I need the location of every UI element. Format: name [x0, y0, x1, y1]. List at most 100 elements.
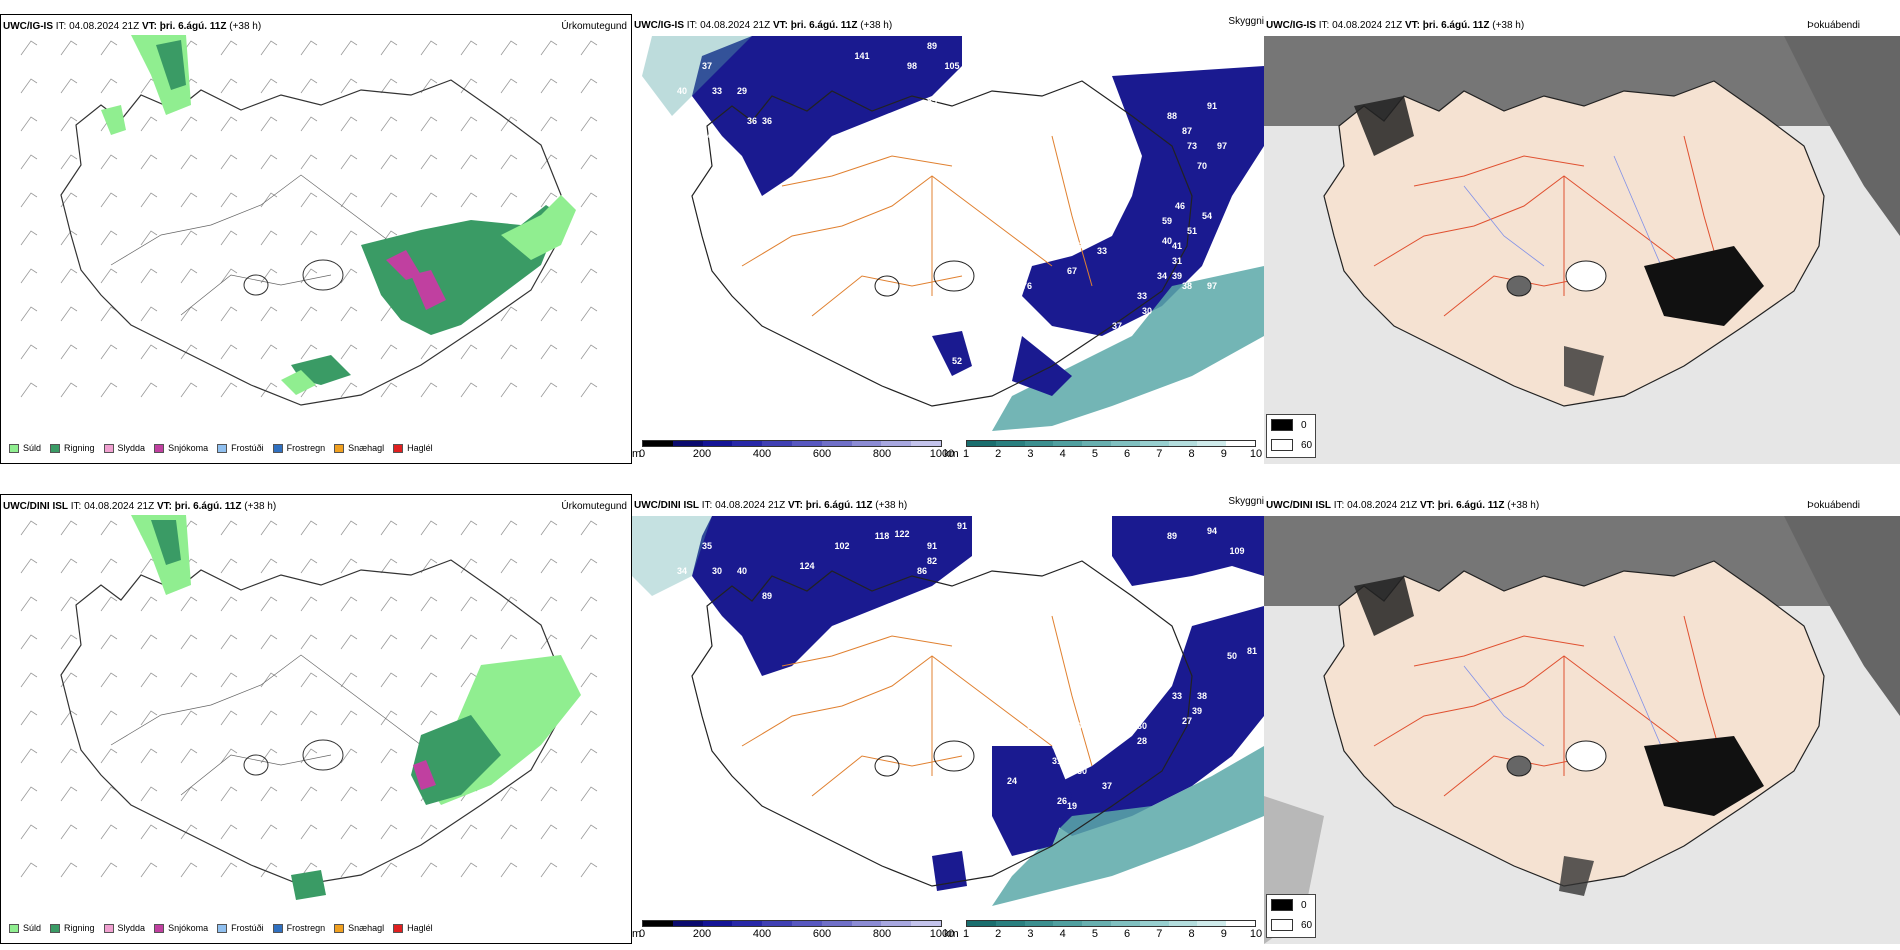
- wind-barb: [300, 824, 318, 840]
- ceiling-value-label: 54: [1201, 211, 1213, 221]
- wind-barb: [380, 786, 398, 802]
- ceiling-value-label: 97: [1216, 141, 1228, 151]
- legend-swatch: [9, 443, 19, 453]
- colorbar-tick: 1000: [929, 928, 955, 940]
- wind-barb: [100, 672, 118, 688]
- issue-label: IT:: [1318, 20, 1330, 31]
- wind-barb: [300, 268, 318, 284]
- legend-label: Snæhagl: [348, 923, 385, 933]
- wind-barb: [140, 862, 158, 878]
- wind-barb: [580, 192, 598, 208]
- valid-label: VT:: [787, 500, 803, 511]
- wind-barb: [500, 154, 518, 170]
- colorbar-segment-2: [1024, 441, 1054, 446]
- ceiling-value-label: 29: [736, 86, 748, 96]
- wind-barb: [500, 862, 518, 878]
- wind-barb: [580, 786, 598, 802]
- wind-barb: [580, 672, 598, 688]
- wind-barb: [20, 710, 38, 726]
- legend-item-7: Haglél: [393, 923, 433, 933]
- valid-time: þri. 6.ágú. 11Z: [159, 21, 227, 32]
- ceiling-value-label: 86: [916, 566, 927, 576]
- wind-barb: [60, 116, 78, 132]
- colorbar-segment-8: [881, 921, 912, 926]
- ceiling-value-label: 36: [761, 116, 773, 126]
- legend-item-1: Rigning: [50, 923, 95, 933]
- ceiling-value-label: 38: [1181, 281, 1192, 291]
- wind-barb: [140, 634, 158, 650]
- wind-barb: [340, 344, 358, 360]
- wind-barb: [380, 634, 398, 650]
- row-2: UWC/DINI ISL IT: 04.08.2024 21Z VT: þri.…: [0, 475, 1900, 950]
- wind-barb: [260, 748, 278, 764]
- colorbar-tick: 7: [1156, 928, 1163, 940]
- wind-barb: [20, 596, 38, 612]
- wind-barb: [260, 268, 278, 284]
- colorbar-tick: 1000: [929, 448, 955, 460]
- ceiling-map: 37 40 33 29 36 36 50 44 141 98 89 105 85 71 93 80 129 88 8…: [632, 36, 1264, 436]
- legend-label: Snjókoma: [168, 443, 209, 453]
- wind-barb: [220, 78, 238, 94]
- wind-barb: [100, 230, 118, 246]
- wind-barb: [340, 596, 358, 612]
- wind-barb: [180, 786, 198, 802]
- model-name: UWC/IG-IS: [634, 20, 684, 31]
- ceiling-map: 35 34 30 40 124 102 118 122 91 91 86 82 89 94 109 44 87 8…: [632, 516, 1264, 916]
- wind-barb: [220, 116, 238, 132]
- panel-title: Skyggni: [1228, 496, 1264, 507]
- wind-barb: [540, 862, 558, 878]
- cloud-legend-label: 0: [1301, 419, 1307, 431]
- wind-barb: [540, 78, 558, 94]
- wind-barb: [540, 786, 558, 802]
- wind-barb: [380, 710, 398, 726]
- wind-barb: [380, 748, 398, 764]
- cloud-legend-row-1: 60: [1271, 919, 1312, 931]
- wind-barb: [20, 268, 38, 284]
- wind-barb: [220, 634, 238, 650]
- legend-item-6: Snæhagl: [334, 443, 384, 453]
- wind-barb: [140, 748, 158, 764]
- wind-barb: [20, 672, 38, 688]
- colorbar-segment-7: [851, 441, 882, 446]
- wind-barb: [140, 710, 158, 726]
- wind-barb: [260, 710, 278, 726]
- wind-barb: [540, 520, 558, 536]
- colorbar-segment-6: [821, 441, 852, 446]
- ceiling-value-label: 19: [1066, 801, 1078, 811]
- colorbar-tick: 4: [1059, 448, 1066, 460]
- colorbar-segment-4: [1082, 921, 1111, 926]
- valid-time: þri. 6.ágú. 11Z: [1422, 20, 1490, 31]
- lead-time: (+38 h): [1507, 500, 1540, 511]
- wind-barb: [500, 192, 518, 208]
- wind-barb: [180, 862, 198, 878]
- wind-barb: [260, 78, 278, 94]
- ceiling-value-label: 89: [761, 591, 773, 601]
- ceiling-value-label: 39: [1171, 271, 1183, 281]
- ceiling-value-label: 44: [706, 131, 718, 141]
- wind-barb: [340, 672, 358, 688]
- visibility-unit: km: [944, 928, 959, 940]
- ceiling-value-label: 59: [991, 341, 1003, 351]
- wind-barb: [60, 78, 78, 94]
- ceiling-value-label: 37: [1111, 321, 1123, 331]
- ceiling-value-label: 40: [1161, 236, 1173, 246]
- colorbar-segment-2: [702, 921, 733, 926]
- legend-label: Slydda: [117, 923, 146, 933]
- wind-barb: [580, 520, 598, 536]
- wind-barb: [300, 672, 318, 688]
- wind-barb: [220, 824, 238, 840]
- wind-barb: [60, 306, 78, 322]
- panel-title: Skyggni: [1228, 16, 1264, 27]
- model-name: UWC/IG-IS: [3, 21, 53, 32]
- ceiling-value-label: 28: [1136, 736, 1148, 746]
- wind-barb: [60, 268, 78, 284]
- legend-label: Rigning: [64, 923, 95, 933]
- wind-barb: [460, 78, 478, 94]
- wind-barb: [380, 862, 398, 878]
- legend-label: Frostúði: [231, 923, 264, 933]
- ceiling-value-label: 30: [1136, 721, 1148, 731]
- wind-barb: [60, 748, 78, 764]
- precip-type-panel-2: UWC/DINI ISL IT: 04.08.2024 21Z VT: þri.…: [0, 494, 632, 944]
- wind-barb: [60, 862, 78, 878]
- colorbar-segment-3: [1053, 921, 1083, 926]
